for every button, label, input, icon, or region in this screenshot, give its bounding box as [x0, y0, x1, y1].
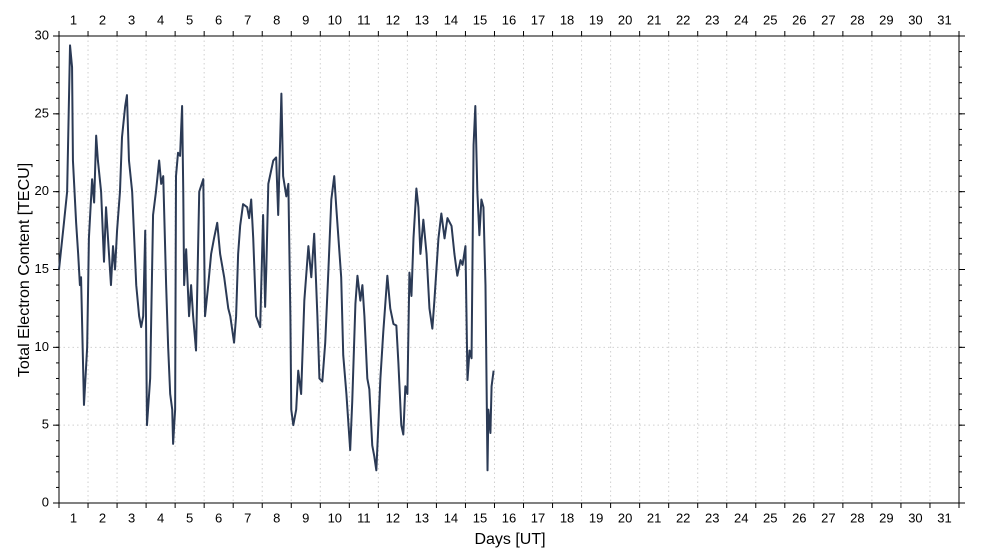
x-tick-label-top: 17: [531, 12, 545, 27]
x-tick-label: 14: [444, 510, 458, 525]
x-tick-label-top: 26: [792, 12, 806, 27]
x-tick-label: 11: [357, 510, 371, 525]
x-tick-label-top: 30: [908, 12, 922, 27]
x-tick-label-top: 15: [473, 12, 487, 27]
x-tick-label: 6: [215, 510, 222, 525]
x-tick-label-top: 25: [763, 12, 777, 27]
x-tick-label-top: 28: [850, 12, 864, 27]
x-tick-label: 19: [589, 510, 603, 525]
x-tick-label: 1: [70, 510, 77, 525]
x-tick-label-top: 20: [618, 12, 632, 27]
y-tick-label: 20: [35, 183, 49, 198]
x-tick-label: 7: [244, 510, 251, 525]
x-tick-label: 9: [302, 510, 309, 525]
x-tick-label: 8: [273, 510, 280, 525]
y-tick-label: 0: [42, 494, 49, 509]
x-tick-label-top: 5: [186, 12, 193, 27]
x-tick-label-top: 23: [705, 12, 719, 27]
x-tick-label: 12: [386, 510, 400, 525]
data-line: [58, 44, 495, 472]
x-tick-label: 26: [792, 510, 806, 525]
x-tick-label: 25: [763, 510, 777, 525]
y-tick-label: 25: [35, 105, 49, 120]
x-tick-label-top: 18: [560, 12, 574, 27]
x-tick-label-top: 9: [302, 12, 309, 27]
x-tick-label-top: 8: [273, 12, 280, 27]
x-tick-label-top: 11: [357, 12, 371, 27]
x-tick-label: 10: [328, 510, 342, 525]
x-tick-label: 21: [647, 510, 661, 525]
y-tick-label: 10: [35, 339, 49, 354]
x-tick-label: 31: [937, 510, 951, 525]
x-tick-label-top: 19: [589, 12, 603, 27]
y-tick-label: 15: [35, 261, 49, 276]
x-tick-label: 24: [734, 510, 748, 525]
x-tick-label: 30: [908, 510, 922, 525]
y-tick-label: 30: [35, 27, 49, 42]
x-tick-label: 28: [850, 510, 864, 525]
x-tick-label-top: 4: [157, 12, 164, 27]
x-tick-label-top: 24: [734, 12, 748, 27]
x-axis-label: Days [UT]: [474, 531, 545, 548]
x-tick-label-top: 1: [70, 12, 77, 27]
x-tick-label-top: 29: [879, 12, 893, 27]
x-tick-label-top: 7: [244, 12, 251, 27]
x-tick-label: 4: [157, 510, 164, 525]
x-tick-label: 5: [186, 510, 193, 525]
x-tick-label-top: 10: [328, 12, 342, 27]
x-tick-label-top: 21: [647, 12, 661, 27]
x-tick-label: 2: [99, 510, 106, 525]
x-tick-label-top: 22: [676, 12, 690, 27]
x-tick-label-top: 2: [99, 12, 106, 27]
x-tick-label-top: 6: [215, 12, 222, 27]
x-tick-label-top: 16: [502, 12, 516, 27]
x-tick-label: 29: [879, 510, 893, 525]
x-tick-label: 16: [502, 510, 516, 525]
x-tick-label-top: 27: [821, 12, 835, 27]
x-tick-label: 17: [531, 510, 545, 525]
x-tick-label: 27: [821, 510, 835, 525]
x-tick-label-top: 31: [937, 12, 951, 27]
y-tick-label: 5: [42, 417, 49, 432]
y-axis-label: Total Electron Content [TECU]: [16, 163, 33, 377]
x-tick-label: 13: [415, 510, 429, 525]
x-tick-label: 18: [560, 510, 574, 525]
x-tick-label: 23: [705, 510, 719, 525]
x-tick-label: 20: [618, 510, 632, 525]
x-tick-label-top: 14: [444, 12, 458, 27]
x-tick-label: 22: [676, 510, 690, 525]
x-tick-label: 15: [473, 510, 487, 525]
x-tick-label-top: 12: [386, 12, 400, 27]
x-tick-label-top: 3: [128, 12, 135, 27]
x-tick-label-top: 13: [415, 12, 429, 27]
x-tick-label: 3: [128, 510, 135, 525]
